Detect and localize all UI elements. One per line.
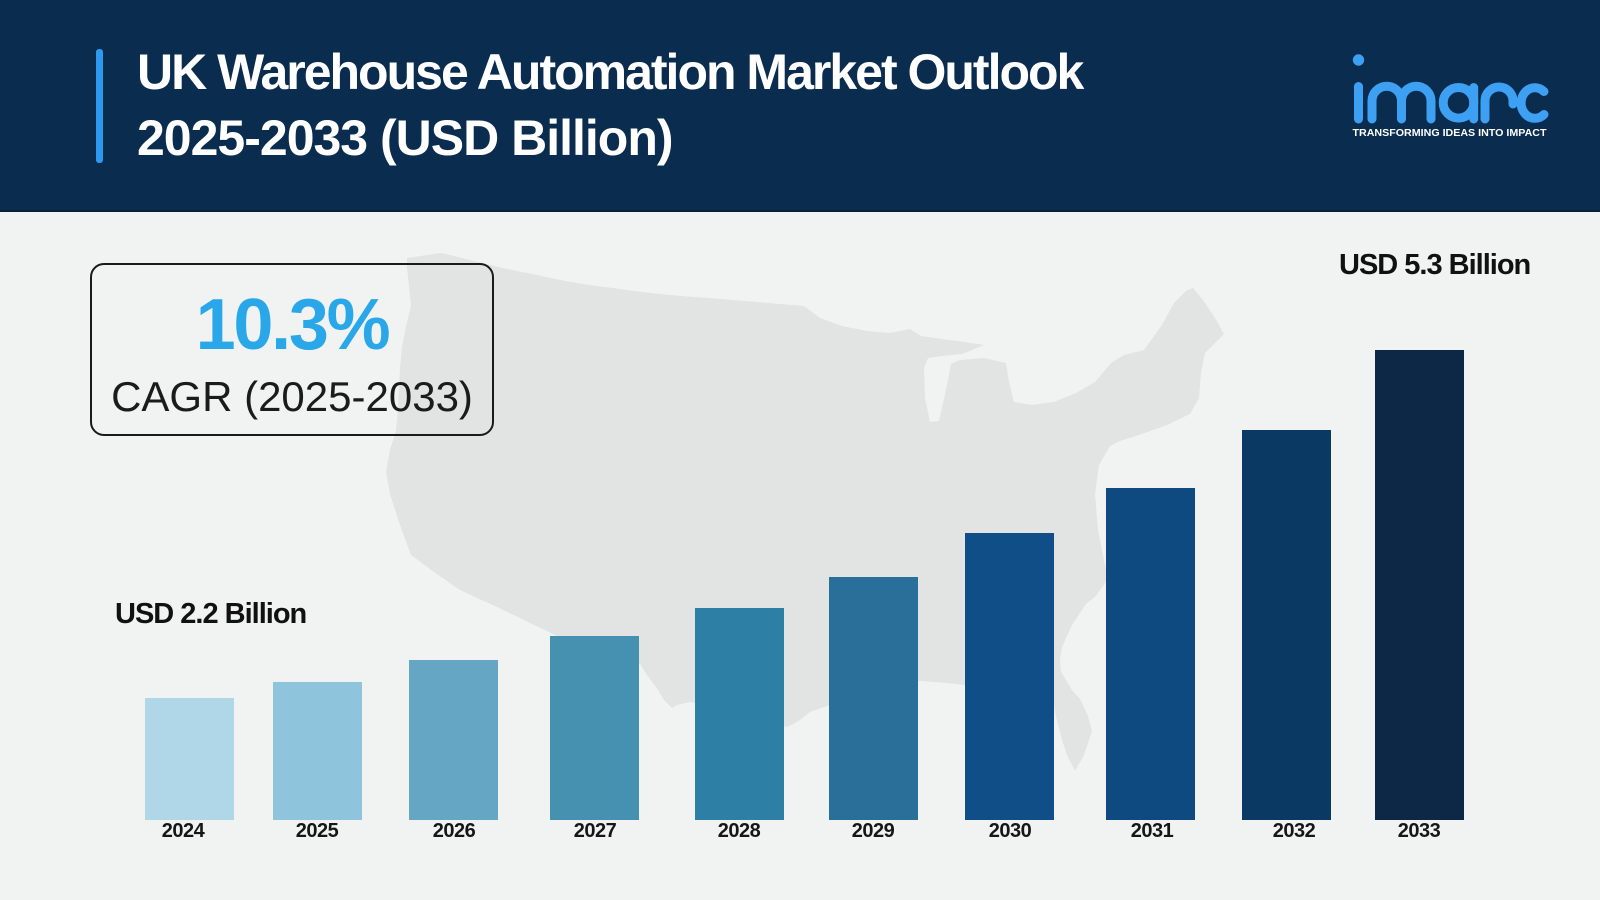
svg-text:TRANSFORMING IDEAS INTO IMPACT: TRANSFORMING IDEAS INTO IMPACT: [1353, 127, 1548, 139]
